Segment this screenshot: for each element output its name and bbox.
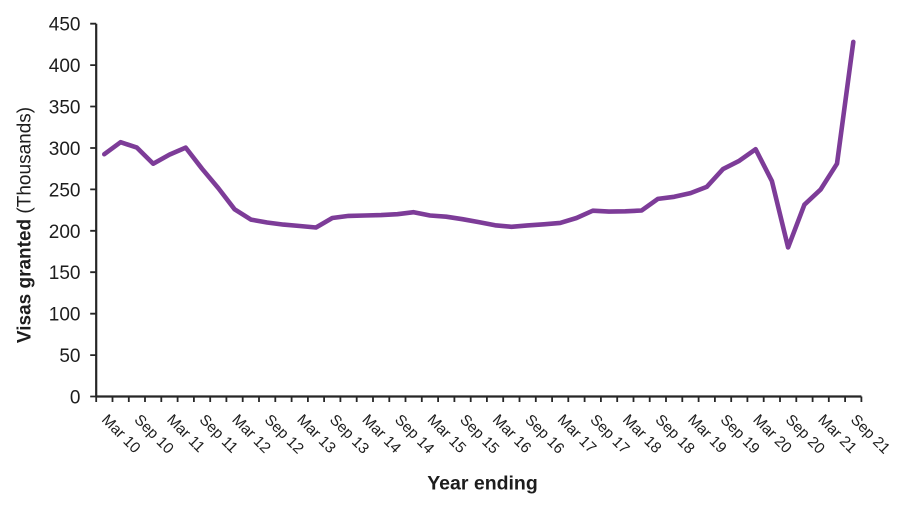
svg-text:300: 300 bbox=[49, 139, 81, 160]
svg-text:50: 50 bbox=[59, 346, 80, 367]
svg-text:450: 450 bbox=[49, 15, 81, 36]
svg-text:250: 250 bbox=[49, 180, 81, 201]
svg-text:0: 0 bbox=[70, 388, 81, 409]
svg-text:350: 350 bbox=[49, 98, 81, 119]
svg-text:200: 200 bbox=[49, 222, 81, 243]
svg-text:Year ending: Year ending bbox=[427, 473, 538, 495]
svg-text:Visas granted (Thousands): Visas granted (Thousands) bbox=[15, 107, 36, 343]
svg-text:400: 400 bbox=[49, 56, 81, 77]
svg-text:100: 100 bbox=[49, 305, 81, 326]
svg-text:150: 150 bbox=[49, 263, 81, 284]
